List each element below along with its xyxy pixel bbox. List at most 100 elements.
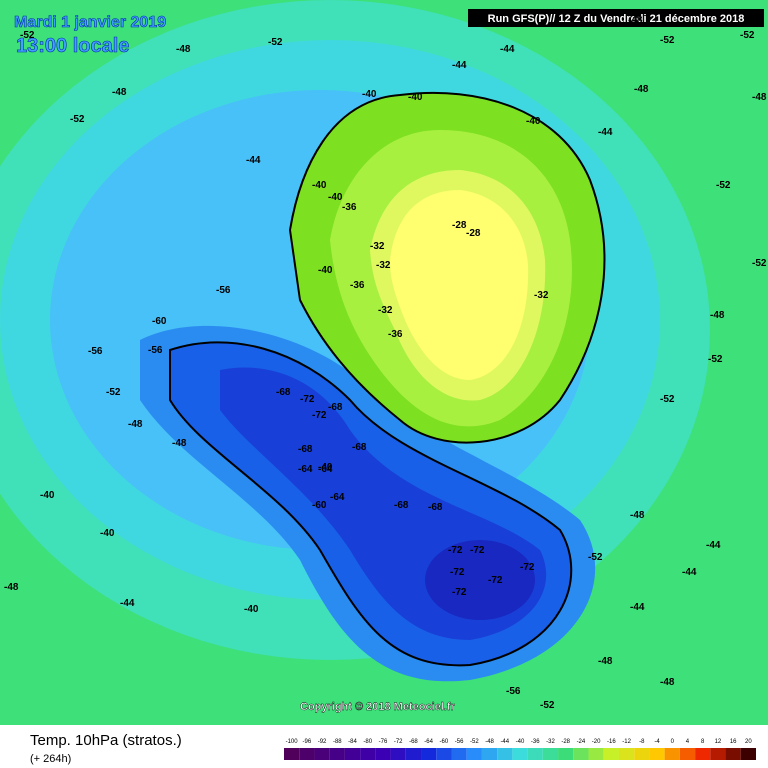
- warm-core: [390, 190, 529, 380]
- contour-label: -28: [452, 220, 467, 231]
- scale-swatch: [618, 748, 635, 760]
- contour-label: -48: [112, 87, 127, 98]
- scale-label: -72: [394, 739, 403, 745]
- scale-swatch: [527, 748, 543, 760]
- contour-label: -48: [598, 656, 613, 667]
- contour-label: -68: [276, 387, 291, 398]
- date: Mardi 1 janvier 2019: [14, 14, 166, 31]
- contour-label: -40: [244, 604, 259, 615]
- contour-label: -36: [388, 329, 403, 340]
- scale-label: 8: [701, 739, 705, 745]
- contour-label: -32: [376, 260, 391, 271]
- scale-label: -24: [577, 739, 586, 745]
- contour-label: -40: [100, 528, 115, 539]
- contour-label: -72: [488, 575, 503, 586]
- contour-label: -56: [88, 346, 103, 357]
- contour-label: -72: [470, 545, 485, 556]
- copyright: Copyright © 2018 Meteociel.fr: [300, 701, 456, 713]
- scale-label: 16: [730, 739, 737, 745]
- scale-label: -56: [455, 739, 464, 745]
- contour-label: -68: [328, 402, 343, 413]
- scale-swatch: [375, 748, 391, 760]
- scale-label: -28: [561, 739, 570, 745]
- footer-title: Temp. 10hPa (stratos.): [30, 732, 182, 749]
- scale-label: -92: [318, 739, 327, 745]
- scale-swatch: [725, 748, 741, 760]
- scale-label: 4: [686, 739, 690, 745]
- scale-label: -68: [409, 739, 418, 745]
- contour-label: -56: [148, 345, 163, 356]
- contour-label: -68: [298, 444, 313, 455]
- contour-label: -52: [20, 30, 35, 41]
- contour-label: -56: [506, 686, 521, 697]
- contour-label: -40: [40, 490, 55, 501]
- cold-core: [425, 540, 535, 620]
- contour-label: -52: [588, 552, 603, 563]
- scale-swatch: [558, 748, 574, 760]
- scale-swatch: [436, 748, 452, 760]
- scale-label: -8: [639, 739, 645, 745]
- contour-label: -48: [660, 677, 675, 688]
- contour-label: -72: [300, 394, 315, 405]
- scale-swatch: [390, 748, 406, 760]
- contour-label: -40: [408, 92, 423, 103]
- scale-swatch: [497, 748, 513, 760]
- scale-label: -32: [546, 739, 555, 745]
- scale-swatch: [695, 748, 711, 760]
- scale-swatch: [344, 748, 361, 760]
- contour-label: -60: [152, 316, 167, 327]
- contour-label: -60: [312, 500, 327, 511]
- contour-label: -40: [526, 116, 541, 127]
- scale-swatch: [710, 748, 726, 760]
- contour-label: -40: [312, 180, 327, 191]
- scale-label: -40: [516, 739, 525, 745]
- scale-label: -48: [485, 739, 494, 745]
- scale-swatch: [542, 748, 559, 760]
- contour-label: -48: [628, 15, 643, 26]
- contour-label: -72: [520, 562, 535, 573]
- contour-label: -48: [630, 510, 645, 521]
- scale-label: -20: [592, 739, 601, 745]
- scale-swatch: [314, 748, 330, 760]
- scale-swatch: [664, 748, 680, 760]
- contour-label: -48: [4, 582, 19, 593]
- contour-label: -52: [106, 387, 121, 398]
- contour-label: -40: [328, 192, 343, 203]
- scale-label: -44: [500, 739, 509, 745]
- contour-label: -44: [246, 155, 261, 166]
- contour-label: -32: [378, 305, 393, 316]
- contour-label: -48: [172, 438, 187, 449]
- contour-label: -52: [716, 180, 731, 191]
- contour-label: -36: [342, 202, 357, 213]
- contour-label: -68: [394, 500, 409, 511]
- contour-label: -52: [660, 35, 675, 46]
- contour-label: -48: [128, 419, 143, 430]
- contour-label: -44: [500, 44, 515, 55]
- contour-label: -32: [534, 290, 549, 301]
- contour-label: -52: [540, 700, 555, 711]
- contour-label: -72: [448, 545, 463, 556]
- scale-label: -4: [654, 739, 660, 745]
- scale-swatch: [451, 748, 467, 760]
- run-box: [468, 9, 764, 27]
- footer-lead: (+ 264h): [30, 753, 71, 765]
- contour-label: -48: [752, 92, 767, 103]
- run-info: Run GFS(P)// 12 Z du Vendredi 21 décembr…: [488, 13, 745, 25]
- scale-label: 12: [715, 739, 722, 745]
- scale-swatch: [649, 748, 665, 760]
- scale-swatch: [284, 748, 300, 760]
- scale-swatch: [405, 748, 422, 760]
- contour-label: -64: [318, 464, 333, 475]
- scale-label: -16: [607, 739, 616, 745]
- scale-label: 20: [745, 739, 752, 745]
- contour-label: -64: [298, 464, 313, 475]
- contour-label: -72: [450, 567, 465, 578]
- scale-label: -60: [440, 739, 449, 745]
- scale-swatch: [588, 748, 604, 760]
- contour-label: -52: [752, 258, 767, 269]
- scale-swatch: [466, 748, 482, 760]
- contour-label: -68: [428, 502, 443, 513]
- contour-label: -52: [70, 114, 85, 125]
- scale-swatch: [360, 748, 376, 760]
- contour-label: -52: [740, 30, 755, 41]
